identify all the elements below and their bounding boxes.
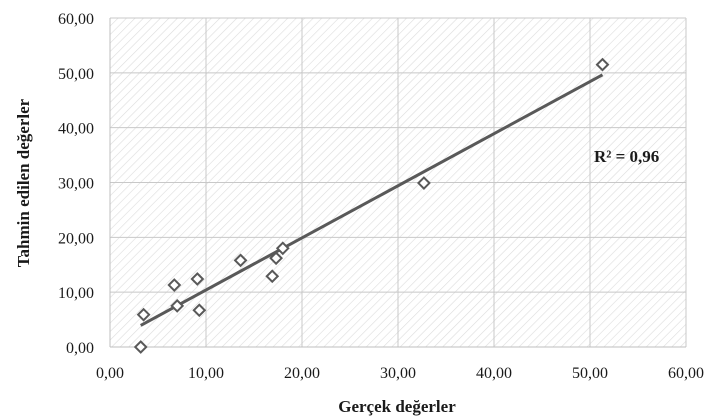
data-point	[265, 269, 280, 284]
y-tick-label: 10,00	[58, 285, 94, 302]
data-point	[133, 340, 148, 354]
data-point	[190, 272, 205, 286]
x-tick-label: 40,00	[476, 365, 512, 382]
data-point	[595, 57, 610, 72]
y-tick-label: 40,00	[58, 121, 94, 138]
data-point	[136, 307, 151, 322]
x-tick-label: 0,00	[96, 365, 124, 382]
data-point	[275, 241, 290, 256]
data-points	[133, 57, 610, 354]
data-point	[170, 298, 185, 313]
data-point	[269, 251, 283, 266]
data-point	[417, 176, 431, 190]
axes	[109, 18, 686, 348]
x-tick-label: 30,00	[380, 365, 416, 382]
y-tick-label: 0,00	[66, 340, 94, 357]
r-squared-annotation: R² = 0,96	[594, 147, 659, 166]
x-tick-label: 20,00	[284, 365, 320, 382]
tick-labels: 0,00 10,00 20,00 30,00 40,00 50,00 60,00 0,00 10…	[58, 11, 704, 382]
data-point	[192, 303, 207, 318]
y-tick-label: 20,00	[58, 230, 94, 247]
x-axis-title: Gerçek değerler	[338, 397, 456, 416]
x-tick-label: 10,00	[188, 365, 224, 382]
x-tick-label: 60,00	[668, 365, 704, 382]
data-point	[167, 278, 182, 292]
y-axis-title: Tahmin edilen değerler	[14, 98, 33, 267]
y-tick-label: 30,00	[58, 176, 94, 193]
y-tick-label: 60,00	[58, 11, 94, 28]
data-point	[233, 253, 248, 268]
trendline	[140, 73, 604, 327]
x-tick-label: 50,00	[572, 365, 608, 382]
y-tick-label: 50,00	[58, 66, 94, 83]
